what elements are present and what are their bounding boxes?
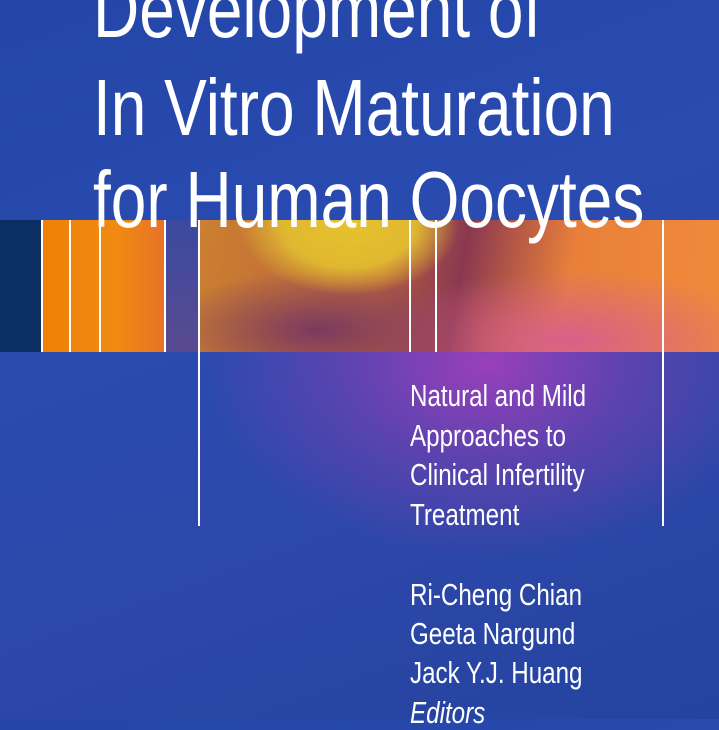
subtitle-line: Treatment — [410, 497, 520, 532]
abstract-artwork — [199, 220, 719, 352]
book-title-line: for Human Oocytes — [93, 155, 645, 244]
divider-line — [99, 220, 101, 352]
orange-block — [42, 220, 165, 352]
editors-label: Editors — [410, 695, 486, 730]
band-gap — [165, 220, 199, 352]
divider-line — [164, 220, 166, 352]
subtitle-line: Clinical Infertility — [410, 457, 585, 492]
divider-line — [41, 220, 43, 352]
editor-name: Geeta Nargund — [410, 616, 576, 651]
divider-line — [435, 220, 437, 352]
divider-line — [409, 220, 411, 352]
editor-name: Ri-Cheng Chian — [410, 577, 583, 612]
color-band — [0, 220, 719, 352]
subtitle-line: Approaches to — [410, 418, 566, 453]
divider-line — [69, 220, 71, 352]
book-title-line: In Vitro Maturation — [93, 63, 615, 152]
divider-line — [662, 220, 664, 526]
book-title-line: Development of — [93, 0, 542, 54]
navy-block — [0, 220, 42, 352]
subtitle-line: Natural and Mild — [410, 378, 587, 413]
editor-name: Jack Y.J. Huang — [410, 655, 583, 690]
divider-line — [198, 220, 200, 526]
